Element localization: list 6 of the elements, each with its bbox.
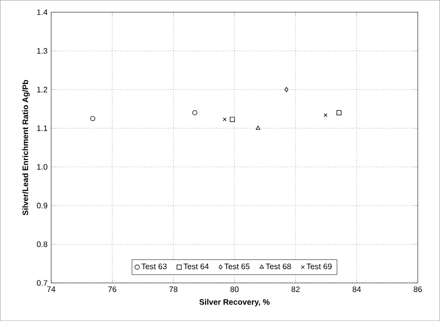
point [90, 116, 96, 121]
point [256, 126, 260, 130]
point [192, 110, 198, 116]
point [336, 110, 342, 116]
point [284, 87, 288, 92]
point [230, 116, 235, 122]
